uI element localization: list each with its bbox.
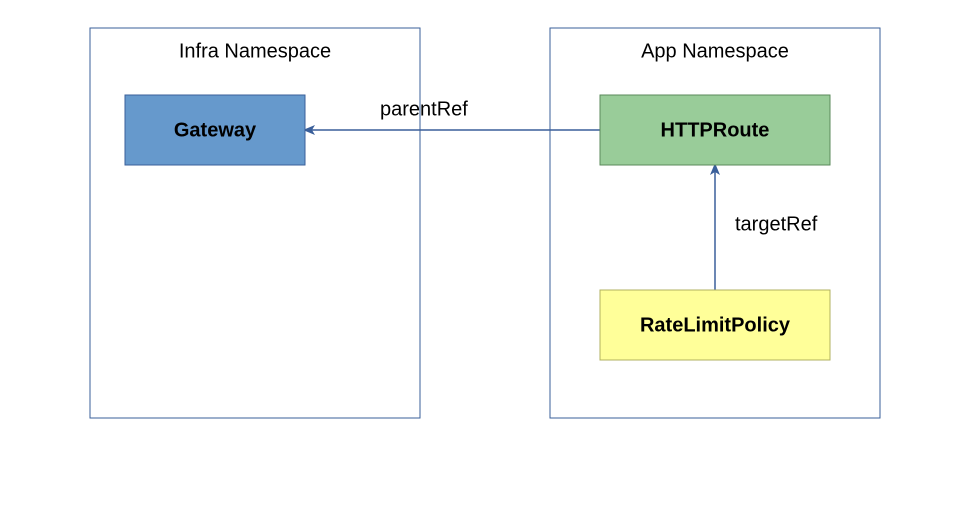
gateway-label: Gateway bbox=[174, 119, 257, 141]
infra-ns-container: Infra Namespace bbox=[90, 28, 420, 418]
diagram-canvas: Infra Namespace App Namespace parentRef ta… bbox=[0, 0, 960, 506]
targetref-edge: targetRef bbox=[715, 165, 818, 290]
gateway-node: Gateway bbox=[125, 95, 305, 165]
httproute-label: HTTPRoute bbox=[661, 119, 770, 141]
ratelimitpolicy-label: RateLimitPolicy bbox=[640, 314, 791, 336]
parentref-label: parentRef bbox=[380, 98, 468, 120]
infra-ns-title: Infra Namespace bbox=[179, 40, 331, 62]
parentref-edge: parentRef bbox=[305, 98, 600, 130]
app-ns-title: App Namespace bbox=[641, 40, 789, 62]
targetref-label: targetRef bbox=[735, 213, 818, 235]
httproute-node: HTTPRoute bbox=[600, 95, 830, 165]
ratelimitpolicy-node: RateLimitPolicy bbox=[600, 290, 830, 360]
